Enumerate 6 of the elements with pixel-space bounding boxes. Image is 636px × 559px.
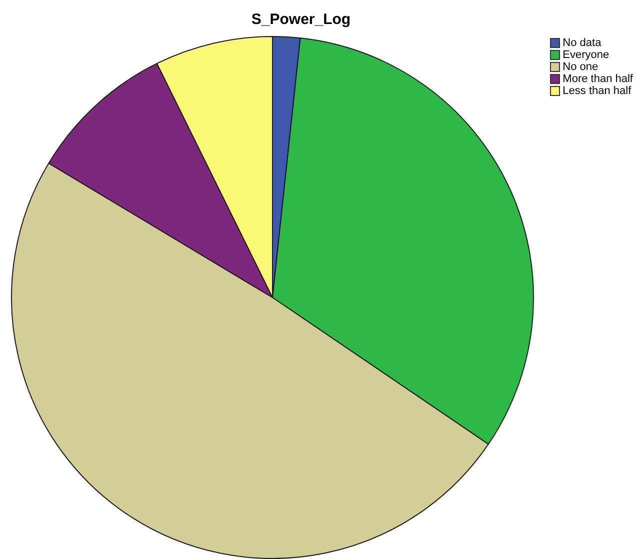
legend-label: No one — [562, 61, 598, 73]
chart-title: S_Power_Log — [250, 11, 352, 29]
legend-label: More than half — [562, 73, 633, 85]
legend-label: No data — [562, 37, 602, 49]
legend-label: Everyone — [562, 49, 610, 61]
legend-label: Less than half — [562, 85, 632, 97]
